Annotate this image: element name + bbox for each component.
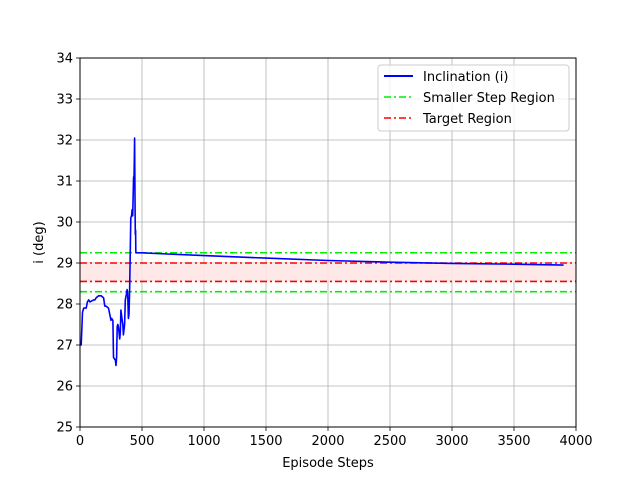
x-tick-label: 1000 [187,434,220,449]
y-tick-label: 34 [56,52,73,67]
x-tick-label: 1500 [249,434,282,449]
y-tick-label: 28 [56,298,73,313]
y-tick-label: 27 [56,339,73,354]
y-tick-label: 31 [56,175,73,190]
target-region-fill [80,263,576,282]
legend-label-target: Target Region [422,112,512,127]
inclination-line [80,137,564,367]
y-tick-label: 26 [56,380,73,395]
x-tick-label: 0 [76,434,84,449]
x-tick-label: 4000 [559,434,592,449]
y-tick-label: 33 [56,93,73,108]
x-tick-label: 2500 [373,434,406,449]
legend: Inclination (i) Smaller Step Region Targ… [377,64,570,132]
legend-box [377,64,570,132]
x-tick-label: 3500 [497,434,530,449]
x-tick-label: 3000 [435,434,468,449]
y-tick-label: 32 [56,134,73,149]
x-axis-label: Episode Steps [282,456,374,471]
y-axis-label: i (deg) [32,221,47,263]
x-tick-label: 500 [130,434,155,449]
y-tick-label: 29 [56,257,73,272]
y-tick-label: 30 [56,216,73,231]
x-tick-label: 2000 [311,434,344,449]
legend-label-smaller-step: Smaller Step Region [423,91,555,106]
y-tick-label: 25 [56,421,73,436]
legend-label-inclination: Inclination (i) [423,70,508,85]
